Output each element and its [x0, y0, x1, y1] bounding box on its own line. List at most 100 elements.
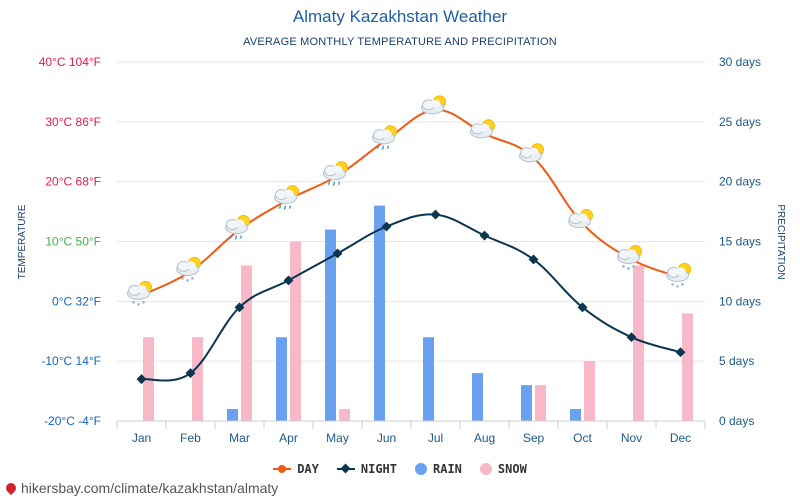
month-label: Jun	[377, 431, 396, 445]
snow-flake	[671, 283, 674, 286]
legend-label-rain: RAIN	[433, 462, 462, 476]
night-point	[675, 347, 686, 358]
temp-tick-label: -20°C -4°F	[44, 414, 101, 428]
rain-drop	[239, 235, 243, 239]
cloud-shape	[626, 249, 637, 258]
snow-bar	[241, 265, 252, 421]
night-swatch	[336, 463, 355, 474]
partly-cloudy-rain-icon	[372, 125, 397, 150]
partly-cloudy-rain-icon	[274, 185, 299, 210]
month-label: Jul	[428, 431, 443, 445]
partly-cloudy-sun-icon	[568, 209, 593, 229]
cloud-shape	[381, 129, 392, 138]
precip-tick-label: 15 days	[719, 235, 761, 249]
axes: 40°C 104°F 30°C 86°F 20°C 68°F 10°C 50°F 0°C…	[17, 55, 786, 445]
day-swatch	[273, 464, 292, 474]
legend-label-snow: SNOW	[497, 462, 527, 476]
snow-flake	[137, 303, 140, 306]
month-label: Aug	[474, 431, 495, 445]
precip-tick-label: 0 days	[719, 414, 754, 428]
precip-tick-label: 5 days	[719, 354, 754, 368]
source-link[interactable]: hikersbay.com/climate/kazakhstan/almaty	[3, 480, 279, 496]
month-label: Feb	[180, 431, 201, 445]
partly-cloudy-rain-icon	[225, 215, 250, 240]
night-point	[381, 221, 392, 232]
legend-item-night[interactable]: NIGHT	[336, 462, 397, 476]
snow-flake	[191, 277, 194, 280]
source-url: hikersbay.com/climate/kazakhstan/almaty	[21, 480, 279, 496]
snow-swatch	[479, 463, 492, 475]
snow-flake	[181, 277, 184, 280]
snow-bar	[192, 337, 203, 421]
rain-bar	[276, 337, 287, 421]
legend-item-snow[interactable]: SNOW	[479, 462, 527, 476]
partly-cloudy-snow-icon	[666, 262, 691, 288]
cloud-shape	[185, 261, 196, 270]
legend-item-rain[interactable]: RAIN	[415, 462, 462, 476]
rain-drop	[337, 181, 341, 185]
temp-tick-label: 0°C 32°F	[52, 294, 101, 308]
snow-flake	[681, 283, 684, 286]
temp-tick-label: 40°C 104°F	[39, 55, 101, 69]
cloud-shape	[430, 99, 441, 108]
snow-bar	[633, 265, 644, 421]
chart-title: Almaty Kazakhstan Weather	[292, 7, 508, 26]
snow-flake	[676, 285, 679, 288]
cloud-shape	[332, 165, 343, 174]
day-line	[141, 108, 681, 297]
chart-subtitle: AVERAGE MONTHLY TEMPERATURE AND PRECIPIT…	[243, 36, 557, 48]
rain-drop	[229, 235, 233, 239]
partly-cloudy-snow-icon	[127, 280, 152, 306]
legend-label-day: DAY	[297, 462, 319, 476]
precip-tick-label: 10 days	[719, 294, 761, 308]
cloud-shape	[283, 189, 294, 198]
rain-bar	[374, 205, 385, 421]
legend-item-day[interactable]: DAY	[273, 462, 319, 476]
night-point	[577, 302, 588, 313]
grid-lines	[117, 61, 705, 422]
night-point	[234, 302, 245, 313]
rain-bar	[521, 385, 532, 421]
month-label: Nov	[621, 431, 642, 445]
weather-icons	[127, 95, 691, 306]
partly-cloudy-rain-icon	[323, 161, 348, 186]
temp-tick-label: 10°C 50°F	[45, 235, 101, 249]
cloud-shape	[234, 219, 245, 228]
rain-drop	[327, 181, 331, 185]
month-label: May	[326, 431, 349, 445]
map-pin-icon	[3, 480, 19, 496]
partly-cloudy-snow-icon	[617, 244, 642, 270]
snow-flake	[632, 265, 635, 268]
snow-bar	[584, 361, 595, 421]
rain-bar	[423, 337, 434, 421]
month-label: Jan	[132, 431, 151, 445]
precip-tick-label: 25 days	[719, 115, 761, 129]
snow-bar	[290, 241, 301, 421]
snow-bar	[535, 385, 546, 421]
snow-flake	[132, 301, 135, 304]
night-point	[136, 374, 147, 385]
night-point	[430, 209, 441, 220]
snow-flake	[622, 265, 625, 268]
snow-bar	[682, 313, 693, 421]
night-point	[626, 332, 637, 343]
snow-bar	[339, 409, 350, 421]
night-point	[185, 368, 196, 379]
snow-flake	[142, 301, 145, 304]
snow-flake	[627, 267, 630, 270]
month-label: Dec	[670, 431, 691, 445]
month-label: Mar	[229, 431, 250, 445]
rain-bar	[570, 409, 581, 421]
night-point	[332, 248, 343, 259]
month-label: Sep	[523, 431, 545, 445]
chart-legend: DAY NIGHT RAIN SNOW	[0, 462, 800, 476]
rain-bar	[227, 409, 238, 421]
temp-tick-label: 20°C 68°F	[45, 175, 101, 189]
precip-tick-label: 20 days	[719, 175, 761, 189]
temperature-lines	[136, 106, 686, 385]
rain-bar	[472, 373, 483, 421]
rain-swatch	[415, 463, 427, 475]
cloud-shape	[675, 267, 686, 276]
month-label: Oct	[573, 431, 592, 445]
